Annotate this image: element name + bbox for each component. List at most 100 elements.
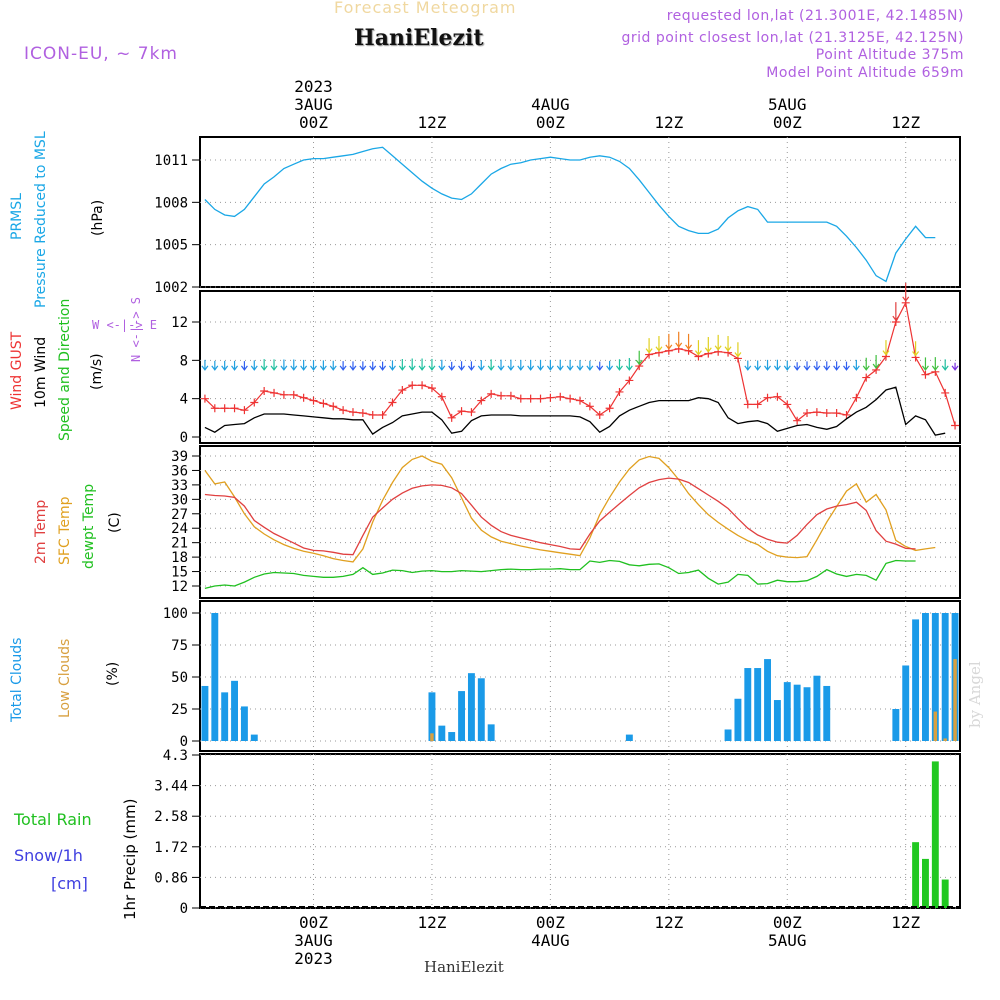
gust-marker <box>437 392 446 401</box>
compass-we: W <-|-> E <box>92 318 158 332</box>
total-clouds-bar <box>922 613 929 741</box>
pressure-ytick-label: 1005 <box>154 238 188 254</box>
wind-arrow <box>655 335 663 352</box>
rain-bar <box>931 761 939 908</box>
bottom-time-label: 00Z <box>773 913 802 932</box>
temp-ytick-label: 27 <box>171 507 188 523</box>
total-clouds-bar <box>428 692 436 741</box>
total-clouds-bar <box>467 673 475 741</box>
top-time-label: 5AUG <box>768 95 807 114</box>
total-clouds-bar <box>250 734 258 741</box>
wind-arrow <box>596 361 604 371</box>
total-clouds-bar <box>892 709 900 741</box>
total-clouds-bar <box>625 734 633 741</box>
pressure-series-line <box>204 146 936 283</box>
wind-arrow <box>872 355 880 369</box>
wind-arrow <box>586 360 594 371</box>
gust-marker <box>427 384 436 393</box>
gust-marker <box>921 370 930 379</box>
total-clouds-bar <box>724 729 732 741</box>
wind-arrow <box>240 361 248 371</box>
grid-point-coords: grid point closest lon,lat (21.3125E, 42… <box>621 30 964 46</box>
wind-arrow <box>892 302 900 322</box>
gust-marker <box>506 391 515 400</box>
wind-arrow <box>260 359 268 371</box>
low-clouds-bar <box>943 738 947 741</box>
wind-arrow <box>685 333 693 350</box>
wind-arrow <box>310 360 317 371</box>
wind-arrow <box>507 359 515 371</box>
footer-location: HaniElezit <box>424 958 504 976</box>
wind-arrow <box>408 358 416 371</box>
bottom-time-label: 12Z <box>417 913 446 932</box>
wind-arrow <box>941 359 949 371</box>
gust-marker <box>536 394 545 403</box>
temp-ytick-label: 33 <box>171 478 188 494</box>
gust-marker <box>487 389 496 398</box>
gust-marker <box>615 387 624 396</box>
wind-arrow <box>339 361 347 371</box>
gust-marker <box>457 407 466 416</box>
wind-arrow <box>428 358 436 371</box>
temp-panel-frame <box>199 445 961 599</box>
total-clouds-bar <box>773 700 781 741</box>
total-clouds-bar <box>240 706 248 741</box>
wind-arrow <box>694 340 702 356</box>
gust-marker <box>852 393 861 402</box>
clouds-ytick-label: 25 <box>171 702 188 718</box>
top-time-label: 4AUG <box>531 95 570 114</box>
wind-arrow <box>487 359 495 371</box>
precip-ytick-label: 4.3 <box>163 748 188 764</box>
total-clouds-bar <box>902 665 910 741</box>
top-time-label: 2023 <box>294 77 333 96</box>
wind-arrow <box>852 359 860 371</box>
location-title: HaniElezit <box>354 25 484 51</box>
gust-marker <box>842 410 851 419</box>
gust-marker <box>773 392 782 401</box>
gust-marker <box>556 392 565 401</box>
precip-snow-label: Snow/1h <box>14 846 83 865</box>
clouds-ytick-label: 50 <box>171 670 188 686</box>
wind-arrow <box>221 360 229 371</box>
wind-arrow <box>398 359 406 371</box>
top-time-label: 00Z <box>536 113 565 132</box>
clouds-ytick-label: 75 <box>171 638 188 654</box>
wind-arrow <box>714 334 722 351</box>
gust-marker <box>388 398 397 407</box>
wind-arrow <box>704 337 712 353</box>
wind-arrow <box>665 333 673 350</box>
wind-arrow <box>250 360 258 371</box>
wind-arrow <box>537 359 544 371</box>
wind-arrow <box>843 361 850 371</box>
wind-arrow <box>359 361 367 371</box>
total-clouds-bar <box>448 732 456 741</box>
wind-arrow <box>458 361 466 371</box>
top-time-label: 00Z <box>299 113 328 132</box>
gust-marker <box>763 393 772 402</box>
wind10-series-line <box>204 386 946 436</box>
gust-marker <box>576 396 584 405</box>
temp-ytick-label: 36 <box>171 463 188 479</box>
wind-arrow <box>231 360 239 371</box>
wind-arrow <box>270 359 278 371</box>
pressure-ytick-label: 1008 <box>154 195 188 211</box>
bottom-time-label: 12Z <box>654 913 683 932</box>
wind-arrow <box>921 357 929 371</box>
total-clouds-bar <box>211 613 219 741</box>
wind-ytick-label: 12 <box>171 315 188 331</box>
wind-arrow <box>793 362 801 371</box>
top-time-label: 3AUG <box>294 95 333 114</box>
precip-ytick-label: 3.44 <box>154 779 188 795</box>
gust-marker <box>803 409 812 418</box>
wind-arrow <box>606 360 614 371</box>
clouds-panel-frame <box>199 600 961 752</box>
wind-arrow <box>616 359 623 371</box>
top-time-label: 12Z <box>654 113 683 132</box>
gust-marker <box>368 410 377 419</box>
precip-ytick-label: 0.86 <box>154 870 188 886</box>
bottom-time-label: 5AUG <box>768 931 807 950</box>
gust-marker <box>250 398 259 407</box>
model-label: ICON-EU, ~ 7km <box>24 44 178 64</box>
wind-arrow <box>379 361 387 371</box>
bottom-time-label: 00Z <box>536 913 565 932</box>
